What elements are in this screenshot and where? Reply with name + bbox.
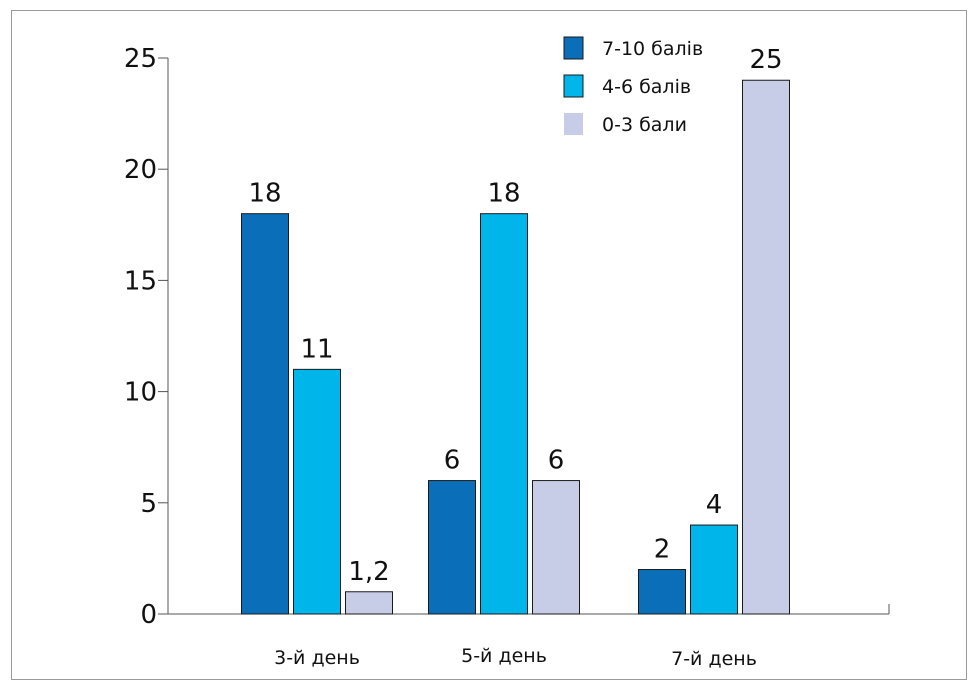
data-label: 25 xyxy=(749,45,782,75)
data-label: 18 xyxy=(248,179,281,209)
data-label: 18 xyxy=(487,179,520,209)
data-label: 6 xyxy=(548,446,565,476)
bar xyxy=(428,480,476,615)
legend-label: 0-3 бали xyxy=(602,114,687,136)
chart-bars xyxy=(241,79,790,615)
data-label: 6 xyxy=(444,446,461,476)
chart-data-labels: 18 11 1,2 6 18 6 2 4 25 xyxy=(248,45,782,587)
y-tick-label: 15 xyxy=(124,266,157,296)
bar xyxy=(345,591,393,615)
data-label: 1,2 xyxy=(348,557,389,587)
x-tick-label: 7-й день xyxy=(671,648,757,670)
legend-swatch xyxy=(564,113,583,135)
y-tick-label: 20 xyxy=(124,155,157,185)
bar xyxy=(241,213,289,615)
y-tick-label: 5 xyxy=(140,489,157,519)
x-axis-ticks: 3-й день 5-й день 7-й день xyxy=(274,645,757,670)
bar xyxy=(638,569,686,615)
legend-swatch xyxy=(563,36,584,60)
bar xyxy=(690,524,738,615)
bar xyxy=(532,480,580,615)
y-tick-label: 25 xyxy=(124,44,157,74)
legend-label: 7-10 балів xyxy=(602,38,703,60)
chart-legend: 7-10 балів 4-6 балів 0-3 бали xyxy=(563,36,703,136)
data-label: 11 xyxy=(300,334,333,364)
bar xyxy=(293,368,341,615)
y-tick-label: 10 xyxy=(124,378,157,408)
data-label: 2 xyxy=(654,535,671,565)
x-tick-label: 3-й день xyxy=(274,647,360,669)
legend-swatch xyxy=(563,74,584,98)
bar xyxy=(742,79,790,615)
y-tick-label: 0 xyxy=(140,600,157,630)
legend-label: 4-6 балів xyxy=(602,76,691,98)
data-label: 4 xyxy=(706,490,723,520)
x-tick-label: 5-й день xyxy=(461,645,547,667)
bar xyxy=(480,213,528,615)
